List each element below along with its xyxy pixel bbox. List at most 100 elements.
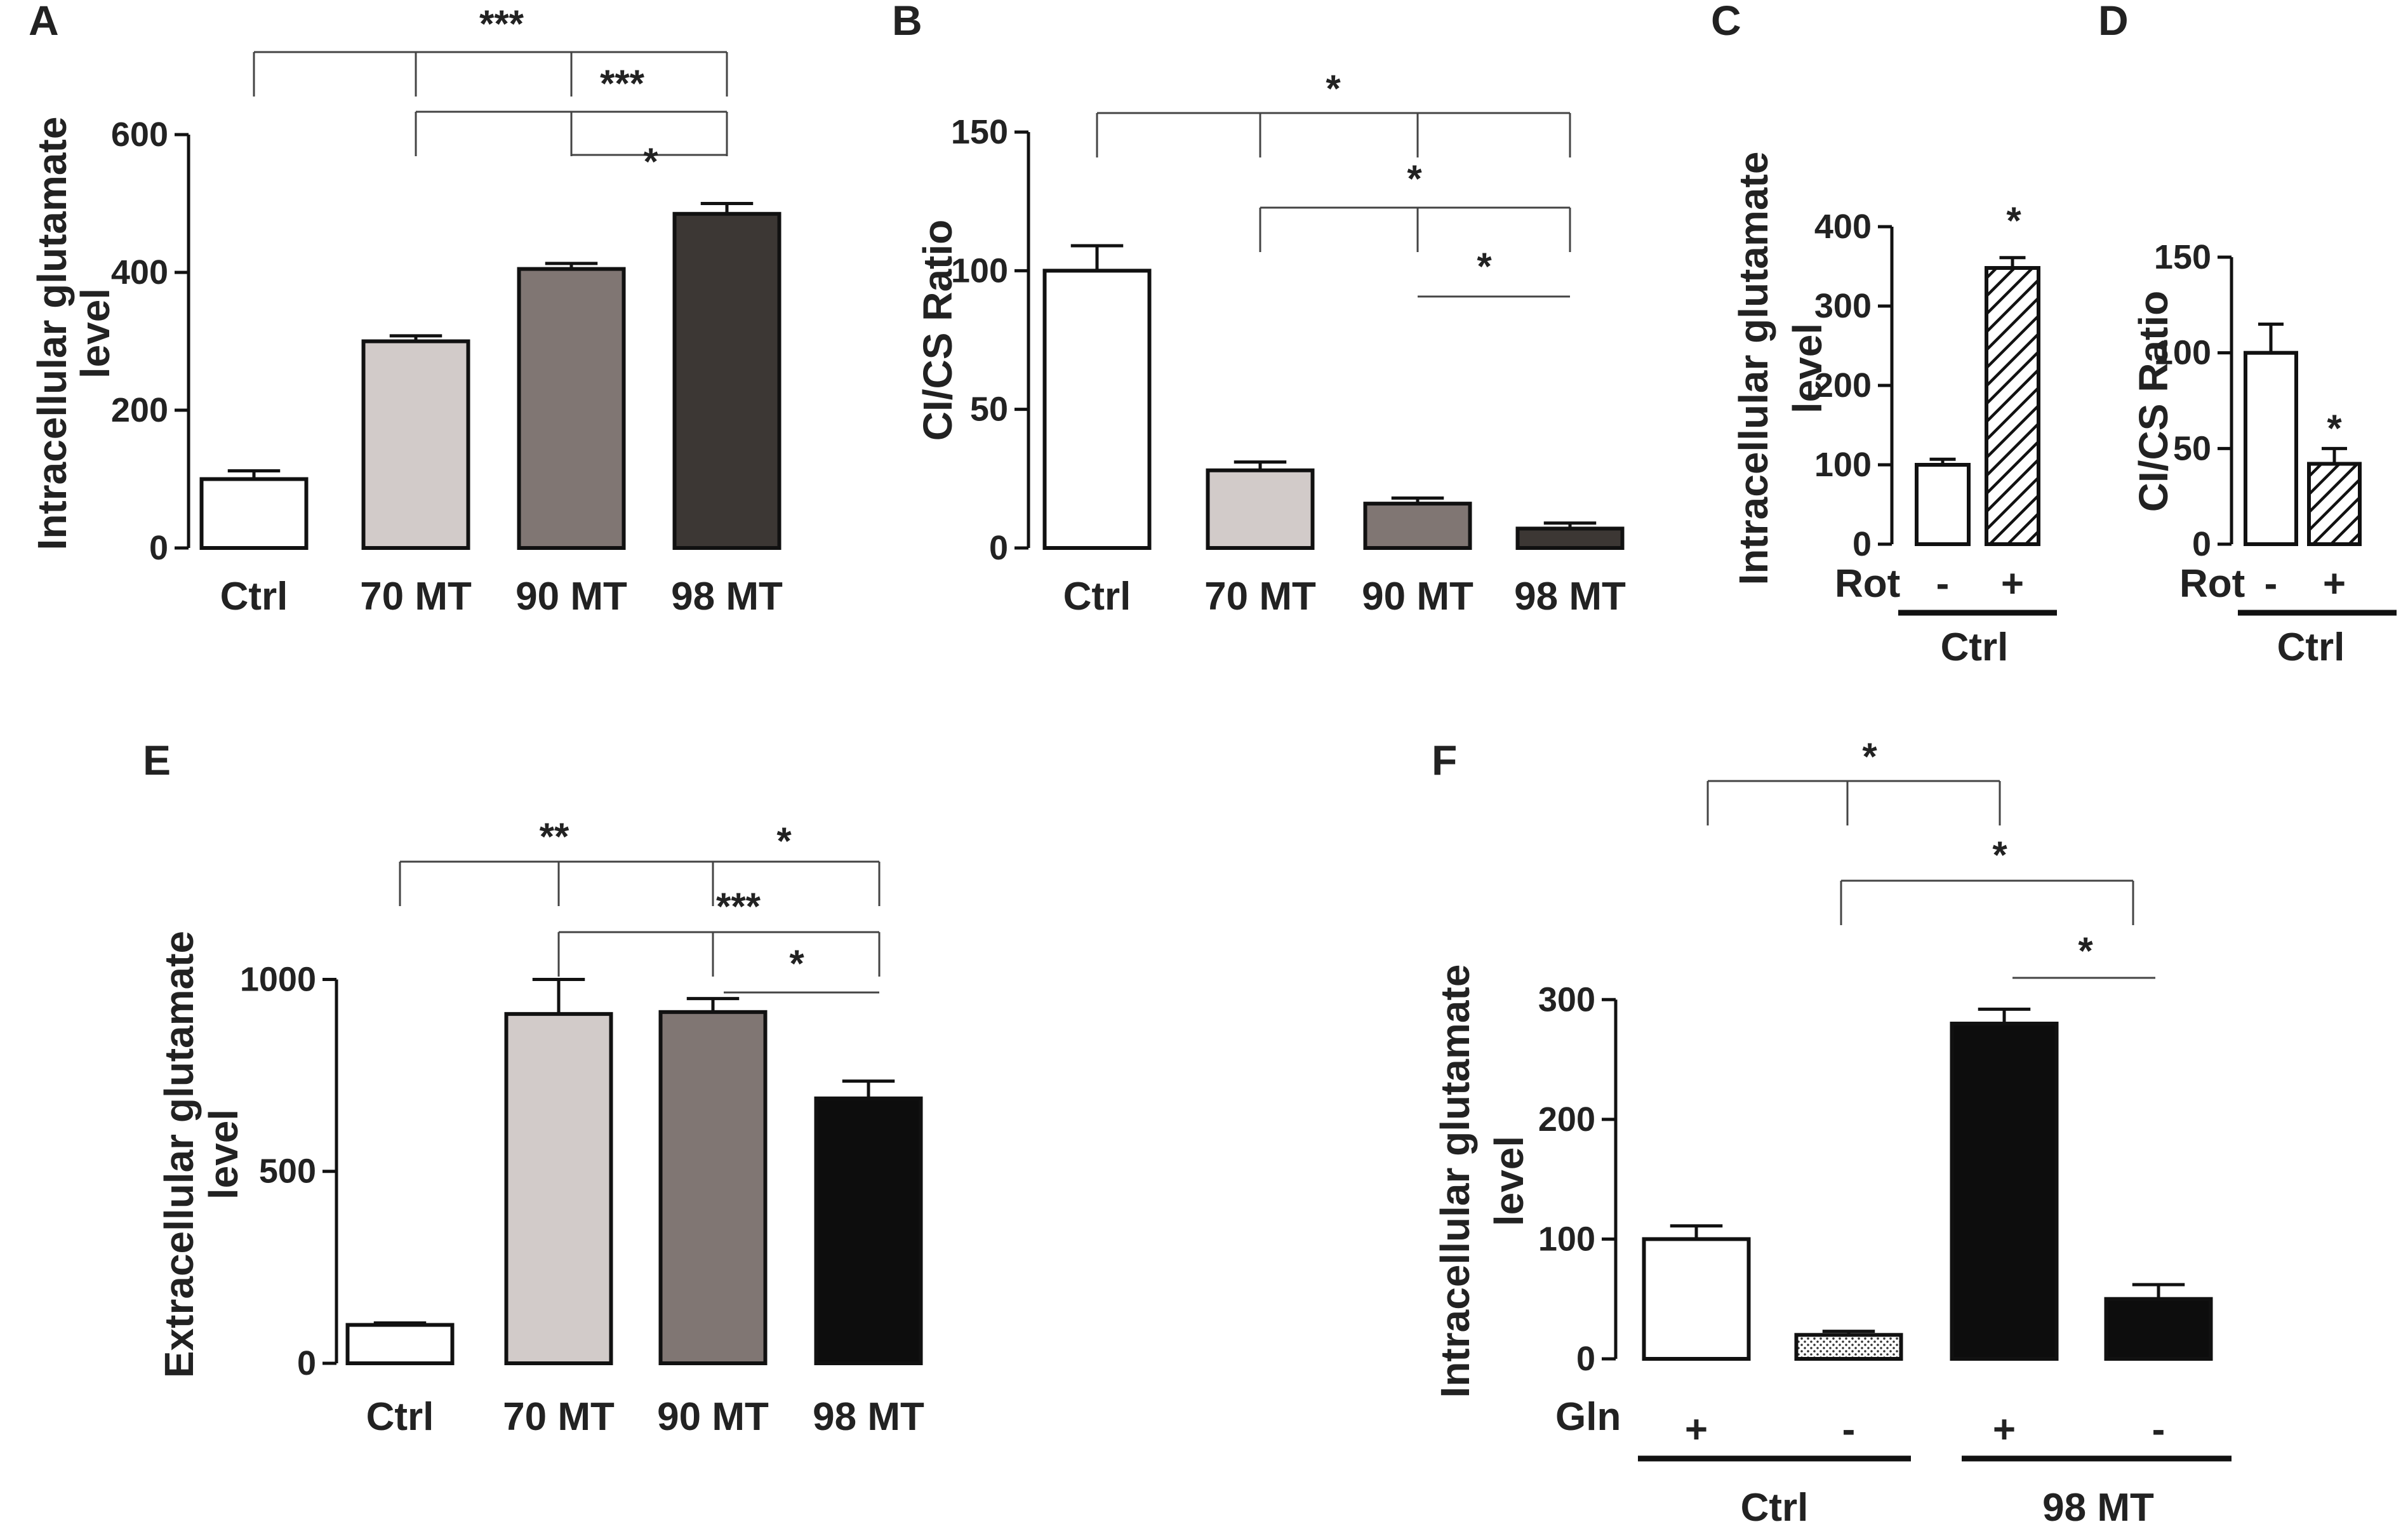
panel-letter: B xyxy=(892,0,922,44)
y-tick-label: 50 xyxy=(970,391,1008,429)
y-tick-label: 600 xyxy=(111,116,168,154)
bar xyxy=(504,1012,613,1365)
bar xyxy=(2104,1297,2213,1361)
y-axis-label: level xyxy=(1486,1136,1532,1226)
significance-label: * xyxy=(789,942,804,985)
panel-letter: F xyxy=(1432,737,1457,784)
bar xyxy=(1950,1022,2059,1361)
category-label: 90 MT xyxy=(1362,575,1473,618)
significance-label: * xyxy=(2327,407,2342,450)
category-label: 70 MT xyxy=(503,1395,615,1439)
panel-letter: E xyxy=(143,737,171,784)
group-label: 98 MT xyxy=(2042,1486,2154,1530)
group-label: Ctrl xyxy=(2277,625,2345,669)
y-axis-label: CI/CS Ratio xyxy=(915,220,961,441)
y-tick-label: 0 xyxy=(1576,1340,1595,1378)
chart-panel-b: B 0 50 100 150 CI/CS Ratio Ctrl 70 MT 90 MT 98 MT… xyxy=(892,0,1626,618)
y-tick-label: 100 xyxy=(1538,1220,1595,1258)
bar xyxy=(672,211,782,550)
category-label: 98 MT xyxy=(1514,575,1626,618)
category-label: Ctrl xyxy=(366,1395,434,1439)
chart-panel-f: F 0 100 200 300 Intracellular glutamate level +… xyxy=(1432,735,2232,1530)
bar xyxy=(1915,463,1971,546)
y-axis-label: level xyxy=(201,1109,246,1199)
category-label: + xyxy=(2001,562,2024,606)
y-axis-label: level xyxy=(1785,323,1830,413)
category-label: - xyxy=(2265,562,2278,606)
y-axis-label: level xyxy=(72,288,118,378)
y-axis-label: CI/CS Ratio xyxy=(2131,291,2176,512)
y-tick-label: 100 xyxy=(2154,334,2211,372)
y-tick-label: 300 xyxy=(1814,287,1872,325)
significance-label: * xyxy=(643,140,658,183)
bar xyxy=(1363,502,1472,551)
y-tick-label: 400 xyxy=(1814,208,1872,246)
group-label: Ctrl xyxy=(1941,625,2009,669)
category-label: - xyxy=(1842,1408,1856,1452)
y-axis-label: Intracellular glutamate xyxy=(29,117,75,551)
category-label: Ctrl xyxy=(220,575,288,618)
bar xyxy=(1794,1333,1903,1361)
row-label: Rot xyxy=(1835,562,1900,606)
bar xyxy=(1515,526,1625,551)
category-label: 90 MT xyxy=(516,575,627,618)
category-label: Ctrl xyxy=(1063,575,1131,618)
category-label: + xyxy=(1993,1408,2016,1452)
chart-panel-c: C 0 100 200 300 400 Intracellular glutamate lev… xyxy=(1711,0,2057,669)
significance-label: * xyxy=(2006,199,2021,242)
bar xyxy=(814,1096,923,1365)
y-axis-label: Intracellular glutamate xyxy=(1731,152,1776,585)
y-tick-label: 1000 xyxy=(240,960,316,998)
row-label: Rot xyxy=(2179,562,2245,606)
group-label: Ctrl xyxy=(1741,1486,1809,1530)
y-tick-label: 500 xyxy=(259,1152,316,1191)
y-tick-label: 100 xyxy=(951,251,1008,290)
category-label: 70 MT xyxy=(1204,575,1316,618)
bar xyxy=(361,339,470,550)
y-tick-label: 200 xyxy=(1814,366,1872,404)
bar xyxy=(1042,269,1152,550)
category-label: 70 MT xyxy=(360,575,472,618)
significance-label: * xyxy=(1992,834,2007,876)
category-label: - xyxy=(2152,1408,2165,1452)
significance-label: * xyxy=(776,820,792,862)
panel-letter: C xyxy=(1711,0,1741,44)
significance-label: *** xyxy=(479,3,524,45)
row-label: Gln xyxy=(1555,1395,1621,1439)
category-label: 90 MT xyxy=(657,1395,769,1439)
significance-label: * xyxy=(2078,930,2093,972)
y-tick-label: 200 xyxy=(111,391,168,429)
significance-label: * xyxy=(1326,67,1341,110)
chart-panel-d: D 0 50 100 150 CI/CS Ratio - + Rot Ctrl * xyxy=(2098,0,2397,669)
panel-letter: D xyxy=(2098,0,2129,44)
bar xyxy=(1642,1237,1751,1361)
y-tick-label: 0 xyxy=(2192,525,2211,563)
y-tick-label: 0 xyxy=(297,1344,316,1382)
category-label: + xyxy=(2323,562,2346,606)
significance-label: *** xyxy=(716,885,761,928)
category-label: 98 MT xyxy=(671,575,783,618)
y-tick-label: 0 xyxy=(989,529,1008,567)
category-label: 98 MT xyxy=(813,1395,924,1439)
y-tick-label: 200 xyxy=(1538,1100,1595,1139)
bar xyxy=(2244,351,2298,547)
category-label: - xyxy=(1936,562,1950,606)
significance-label: ** xyxy=(540,815,569,858)
bar xyxy=(1206,468,1315,551)
y-tick-label: 150 xyxy=(951,113,1008,151)
y-axis-label: Intracellular glutamate xyxy=(1432,965,1478,1398)
y-tick-label: 400 xyxy=(111,253,168,291)
category-label: + xyxy=(1685,1408,1708,1452)
y-tick-label: 100 xyxy=(1814,446,1872,484)
bar xyxy=(658,1010,768,1366)
bar xyxy=(199,477,309,550)
y-tick-label: 0 xyxy=(149,529,168,567)
y-tick-label: 300 xyxy=(1538,980,1595,1018)
significance-label: *** xyxy=(600,62,645,105)
bar xyxy=(517,267,626,550)
y-tick-label: 0 xyxy=(1853,525,1872,563)
y-axis-label: Extracellular glutamate xyxy=(156,931,202,1378)
